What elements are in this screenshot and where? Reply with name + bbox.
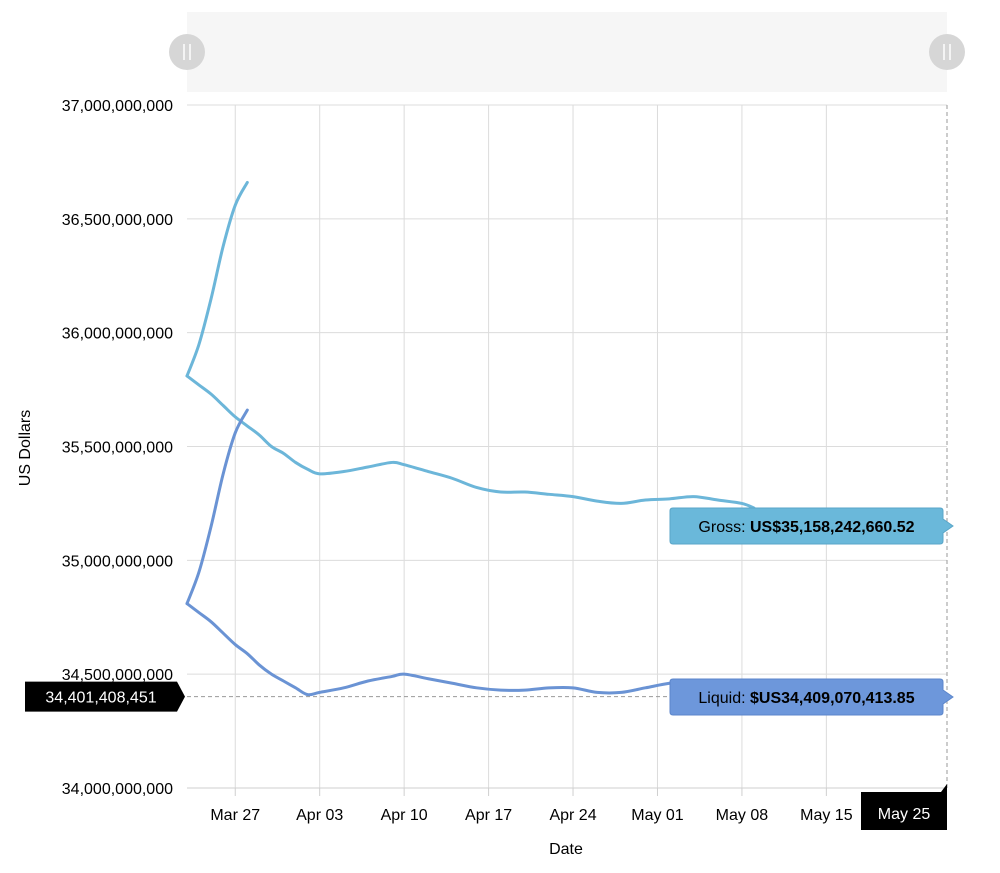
x-tick-label: Apr 03 bbox=[296, 807, 343, 824]
crosshair-y-label-text: 34,401,408,451 bbox=[45, 690, 156, 707]
crosshair-x-label-box bbox=[861, 784, 947, 830]
handle-left-icon[interactable] bbox=[169, 34, 205, 70]
y-axis-label: US Dollars bbox=[17, 410, 34, 486]
tooltip-liquid-label: Liquid: bbox=[698, 690, 750, 707]
y-tick-label: 35,500,000,000 bbox=[62, 440, 173, 457]
x-axis-label: Date bbox=[549, 841, 583, 858]
crosshair-y-label-box bbox=[25, 681, 185, 712]
y-tick-label: 35,000,000,000 bbox=[62, 553, 173, 570]
crosshair-y-label: 34,401,408,451 bbox=[25, 681, 185, 712]
x-tick-label: Mar 27 bbox=[210, 807, 260, 824]
tooltip-liquid: Liquid: $US34,409,070,413.85 bbox=[669, 678, 954, 716]
y-tick-label: 34,500,000,000 bbox=[62, 667, 173, 684]
tooltip-gross-text: Gross: US$35,158,242,660.52 bbox=[698, 519, 914, 536]
tooltip-gross-box bbox=[669, 507, 954, 545]
x-tick-label: May 08 bbox=[716, 807, 769, 824]
tooltip-liquid-value: $US34,409,070,413.85 bbox=[750, 690, 915, 707]
x-tick-label: May 01 bbox=[631, 807, 684, 824]
tooltip-liquid-text: Liquid: $US34,409,070,413.85 bbox=[698, 690, 914, 707]
crosshair-x-label-text: May 25 bbox=[878, 806, 931, 823]
series-line-liquid-spike bbox=[185, 408, 249, 606]
series-line-gross bbox=[185, 374, 756, 510]
range-navigator[interactable] bbox=[169, 12, 965, 92]
y-tick-label: 36,500,000,000 bbox=[62, 212, 173, 229]
series-line-liquid bbox=[185, 602, 708, 697]
axes: 34,000,000,000 34,500,000,000 35,000,000,0… bbox=[62, 98, 947, 824]
tooltip-gross-label: Gross: bbox=[698, 519, 750, 536]
navigator-track bbox=[187, 12, 947, 92]
x-tick-label: Apr 10 bbox=[381, 807, 428, 824]
handle-right-icon[interactable] bbox=[929, 34, 965, 70]
y-tick-label: 36,000,000,000 bbox=[62, 326, 173, 343]
tooltip-gross-value: US$35,158,242,660.52 bbox=[750, 519, 915, 536]
x-tick-label: May 15 bbox=[800, 807, 853, 824]
x-tick-label: Apr 24 bbox=[549, 807, 596, 824]
y-tick-label: 37,000,000,000 bbox=[62, 98, 173, 115]
x-tick-label: Apr 17 bbox=[465, 807, 512, 824]
navigator-handle-right[interactable] bbox=[929, 34, 965, 70]
tooltip-gross: Gross: US$35,158,242,660.52 bbox=[669, 507, 954, 545]
series-lines bbox=[185, 180, 756, 697]
y-tick-label: 34,000,000,000 bbox=[62, 781, 173, 798]
crosshair-x-label: May 25 bbox=[861, 784, 947, 830]
tooltip-liquid-box bbox=[669, 678, 954, 716]
navigator-handle-left[interactable] bbox=[169, 34, 205, 70]
series-line-gross-spike bbox=[185, 180, 249, 378]
